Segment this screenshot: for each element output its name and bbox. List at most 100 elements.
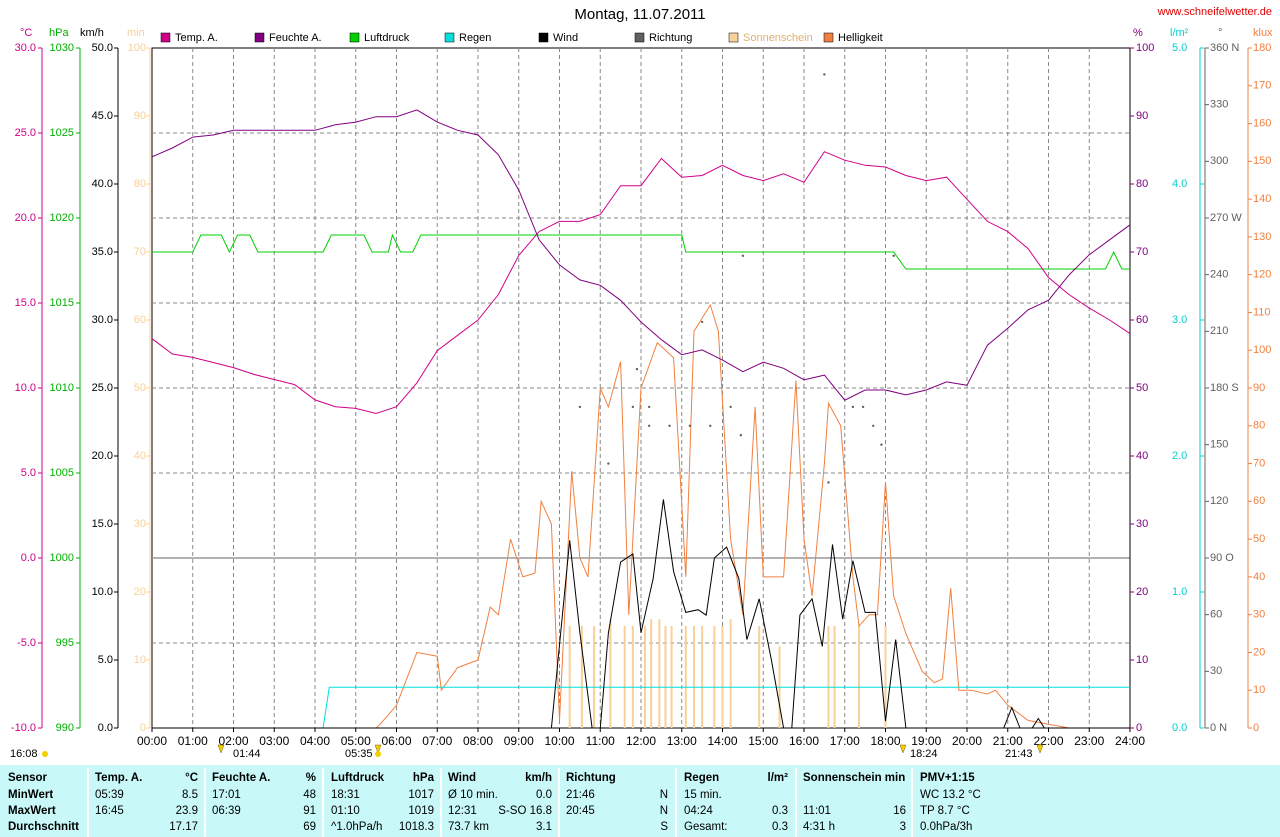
y-tick-label: 1010	[50, 382, 74, 394]
y-tick-label: 80	[1253, 420, 1265, 432]
direction-point	[700, 320, 704, 324]
y-tick-label: 25.0	[15, 127, 36, 139]
sunshine-bar	[858, 626, 861, 728]
x-tick-label: 01:00	[178, 734, 208, 748]
table-cell: S	[660, 821, 668, 833]
series-line	[152, 233, 1130, 270]
y-tick-label: 20	[1253, 646, 1265, 658]
table-cell: ^1.0hPa/h	[331, 821, 382, 833]
legend-swatch	[538, 32, 549, 43]
table-cell: km/h	[525, 772, 552, 784]
y-tick-label: 4.0	[1172, 178, 1187, 190]
sunshine-bar	[833, 626, 836, 728]
x-tick-label: 09:00	[504, 734, 534, 748]
sunshine-bar	[701, 626, 704, 728]
x-tick-label: 18:00	[870, 734, 900, 748]
axis-label: hPa	[49, 27, 69, 39]
sunshine-bar	[670, 626, 673, 728]
table-cell: hPa	[413, 772, 435, 784]
time-annotation: 05:35	[345, 748, 373, 760]
table-cell: Durchschnitt	[8, 821, 79, 833]
direction-point	[668, 424, 671, 427]
x-tick-label: 22:00	[1033, 734, 1063, 748]
legend-label: Richtung	[649, 32, 692, 44]
y-tick-label: 1025	[50, 127, 74, 139]
y-tick-label: 210	[1210, 325, 1228, 337]
direction-point	[872, 424, 875, 427]
sunshine-bar	[623, 626, 626, 728]
sunshine-bar	[884, 626, 887, 728]
y-tick-label: 10	[1253, 684, 1265, 696]
legend-label: Wind	[553, 32, 578, 44]
y-tick-label: 20.0	[15, 212, 36, 224]
sunshine-bar	[684, 626, 687, 728]
y-tick-label: 20.0	[92, 450, 113, 462]
y-tick-label: 50.0	[92, 42, 113, 54]
series-line	[151, 109, 1131, 401]
table-cell: 01:10	[331, 805, 360, 817]
sunshine-bar	[758, 626, 761, 728]
table-cell: Regen	[684, 772, 719, 784]
y-tick-label: 990	[56, 722, 74, 734]
table-cell: 48	[303, 789, 316, 801]
y-tick-label: 30	[1210, 665, 1222, 677]
y-tick-label: 180 S	[1210, 382, 1239, 394]
table-cell: Ø 10 min.	[448, 789, 498, 801]
table-cell: 69	[303, 821, 316, 833]
time-annotation: 01:44	[233, 748, 261, 760]
x-tick-label: 12:00	[626, 734, 656, 748]
table-cell: Temp. A.	[95, 772, 142, 784]
table-cell: 16	[893, 805, 906, 817]
sun-icon	[375, 751, 381, 757]
y-tick-label: 10	[1136, 654, 1148, 666]
direction-point	[607, 462, 610, 465]
x-tick-label: 19:00	[911, 734, 941, 748]
legend-label: Temp. A.	[175, 32, 218, 44]
y-tick-label: 40	[1136, 450, 1148, 462]
y-tick-label: 90	[1136, 110, 1148, 122]
y-tick-label: 10.0	[92, 586, 113, 598]
y-tick-label: 50	[1253, 533, 1265, 545]
table-cell: N	[660, 789, 668, 801]
table-cell: 0.3	[772, 821, 788, 833]
y-tick-label: 2.0	[1172, 450, 1187, 462]
sun-icon	[42, 751, 48, 757]
y-tick-label: 180	[1253, 42, 1271, 54]
y-tick-label: 360 N	[1210, 42, 1239, 54]
table-cell: 11:01	[803, 805, 831, 817]
y-tick-label: 90	[1253, 382, 1265, 394]
marker	[1036, 744, 1044, 754]
marker	[217, 744, 225, 754]
sunshine-bar	[580, 626, 583, 728]
table-cell: Feuchte A.	[212, 772, 270, 784]
x-tick-label: 07:00	[422, 734, 452, 748]
legend-swatch	[160, 32, 171, 43]
axis-label: °C	[20, 27, 32, 39]
time-annotation: 16:08	[10, 748, 38, 760]
table-cell: 12:31	[448, 805, 477, 817]
y-tick-label: 0.0	[1172, 722, 1187, 734]
direction-point	[688, 424, 692, 427]
source: www.schneifelwetter.de	[1157, 6, 1272, 18]
sunshine-bar	[593, 626, 596, 728]
direction-point	[631, 405, 635, 409]
y-tick-label: 0	[1136, 722, 1142, 734]
sunshine-bar	[721, 626, 724, 728]
legend-swatch	[728, 32, 739, 43]
y-tick-label: 170	[1253, 80, 1271, 92]
x-tick-label: 00:00	[137, 734, 167, 748]
series-line	[152, 303, 1130, 729]
x-tick-label: 10:00	[544, 734, 574, 748]
table-cell: WC 13.2 °C	[920, 789, 981, 801]
legend-swatch	[444, 32, 455, 43]
table-cell: 21:46	[566, 789, 595, 801]
direction-point	[823, 73, 826, 76]
y-tick-label: 80	[134, 178, 146, 190]
axis-label: km/h	[80, 27, 104, 39]
x-tick-label: 04:00	[300, 734, 330, 748]
table-cell: 16:45	[95, 805, 124, 817]
direction-point	[709, 424, 712, 427]
y-tick-label: 30.0	[92, 314, 113, 326]
